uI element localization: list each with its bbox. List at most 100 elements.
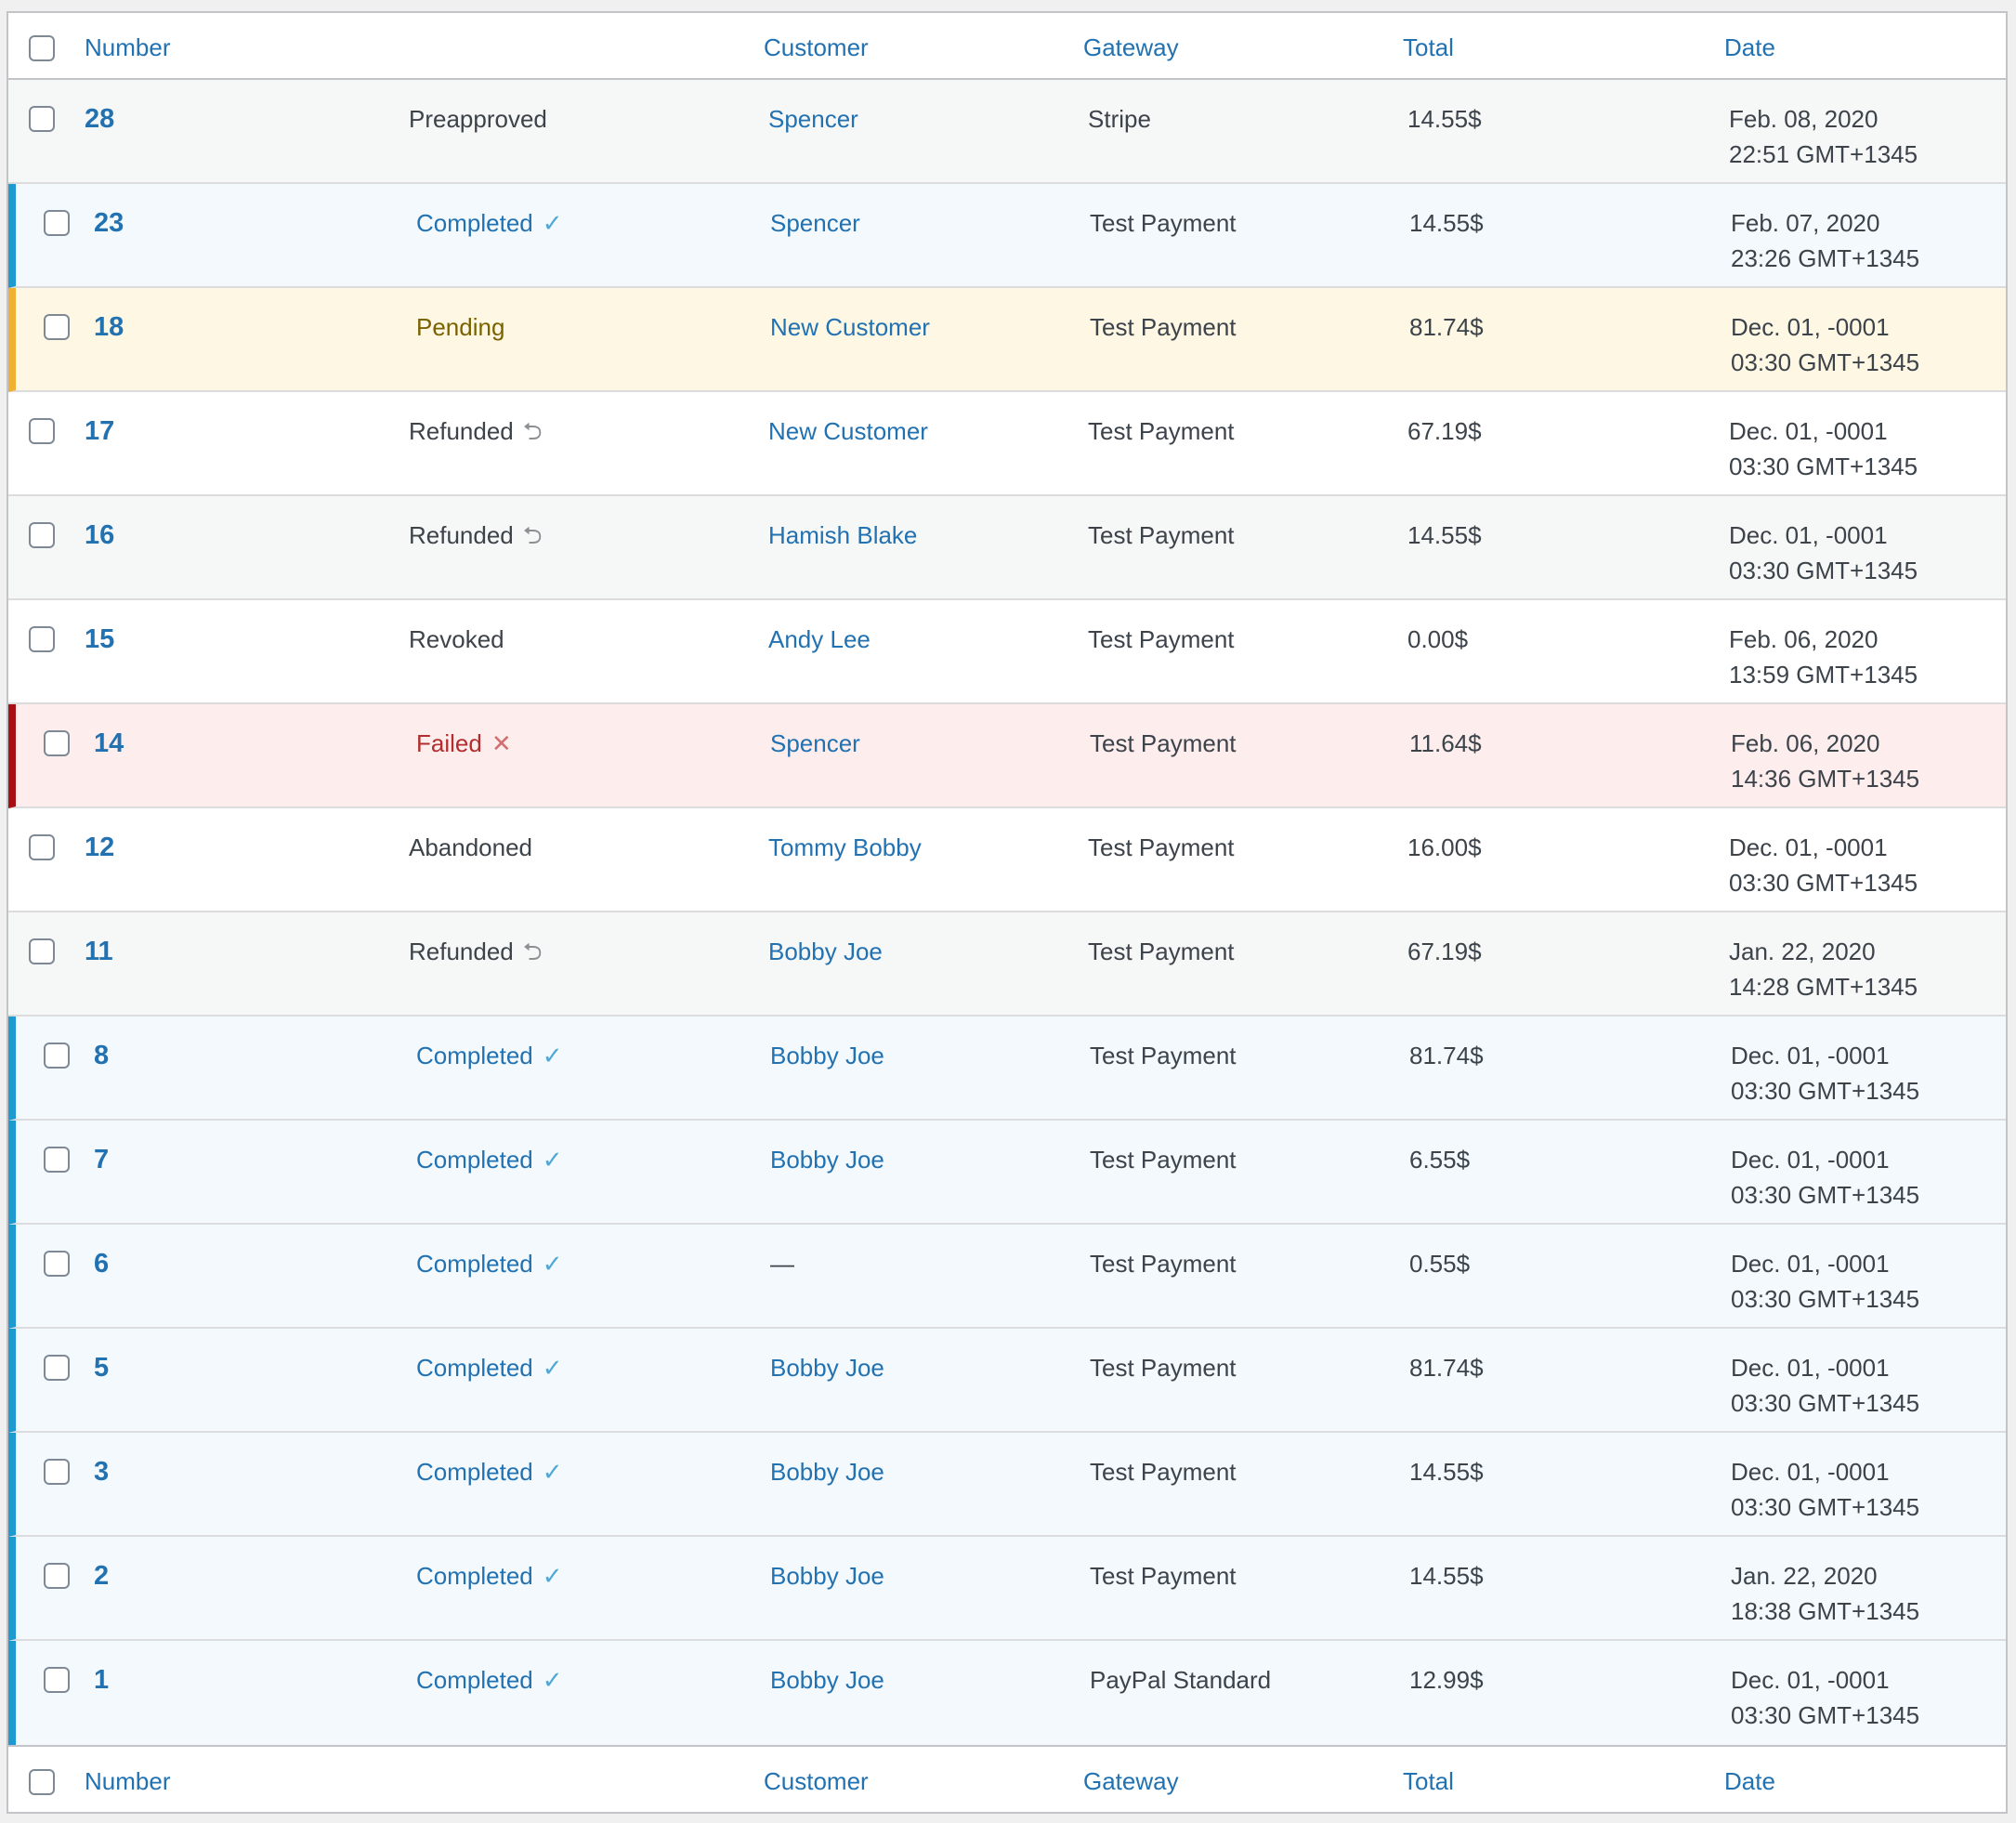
table-row: 11 Refunded ⮌ Bobby Joe Test Payment 67.1… (8, 912, 2006, 1016)
column-footer-total[interactable]: Total (1403, 1767, 1454, 1795)
gateway-label: Test Payment (1090, 209, 1237, 237)
table-row: 5 Completed ✓ Bobby Joe Test Payment 81.7… (8, 1329, 2006, 1433)
row-checkbox[interactable] (29, 938, 55, 964)
row-checkbox[interactable] (44, 210, 70, 236)
column-footer-gateway[interactable]: Gateway (1083, 1767, 1179, 1795)
customer-link[interactable]: Spencer (770, 209, 860, 237)
column-footer-customer[interactable]: Customer (764, 1767, 869, 1795)
customer-link[interactable]: Bobby Joe (770, 1354, 884, 1382)
customer-empty-dash: — (770, 1250, 794, 1278)
column-footer-date[interactable]: Date (1724, 1767, 1775, 1795)
table-row: 7 Completed ✓ Bobby Joe Test Payment 6.55… (8, 1121, 2006, 1225)
column-header-number[interactable]: Number (85, 33, 171, 61)
customer-link[interactable]: Bobby Joe (770, 1042, 884, 1069)
payment-number-link[interactable]: 1 (94, 1665, 110, 1695)
payment-number-link[interactable]: 11 (85, 937, 113, 966)
customer-link[interactable]: Spencer (768, 105, 858, 133)
row-checkbox[interactable] (44, 1355, 70, 1381)
select-all-checkbox[interactable] (29, 35, 55, 61)
undo-arrow-icon: ⮌ (522, 938, 543, 965)
row-checkbox[interactable] (44, 1147, 70, 1173)
customer-link[interactable]: Bobby Joe (770, 1146, 884, 1174)
row-checkbox[interactable] (44, 1251, 70, 1277)
row-checkbox[interactable] (44, 1563, 70, 1589)
payment-number-link[interactable]: 17 (85, 416, 115, 446)
column-footer-number[interactable]: Number (85, 1767, 171, 1795)
gateway-label: Test Payment (1090, 1458, 1237, 1486)
customer-link[interactable]: Bobby Joe (768, 938, 883, 965)
table-row: 12 Abandoned Tommy Bobby Test Payment 16… (8, 808, 2006, 912)
checkmark-icon: ✓ (542, 209, 563, 237)
checkmark-icon: ✓ (542, 1042, 563, 1069)
payment-number-link[interactable]: 12 (85, 833, 115, 862)
row-checkbox[interactable] (44, 314, 70, 340)
row-checkbox[interactable] (29, 626, 55, 652)
row-checkbox[interactable] (44, 1459, 70, 1485)
payment-number-link[interactable]: 7 (94, 1145, 110, 1174)
customer-link[interactable]: Andy Lee (768, 625, 871, 653)
customer-link[interactable]: Tommy Bobby (768, 833, 922, 861)
gateway-label: Test Payment (1088, 417, 1235, 445)
row-checkbox[interactable] (44, 730, 70, 756)
row-checkbox[interactable] (44, 1043, 70, 1069)
payment-number-link[interactable]: 14 (94, 728, 124, 758)
status-label: Completed ✓ (416, 205, 563, 241)
table-body: 28 Preapproved Spencer Stripe 14.55$ Feb… (8, 80, 2006, 1745)
customer-link[interactable]: Bobby Joe (770, 1666, 884, 1694)
undo-arrow-icon: ⮌ (522, 521, 543, 549)
payment-number-link[interactable]: 3 (94, 1457, 110, 1487)
undo-arrow-icon: ⮌ (522, 417, 543, 445)
customer-link[interactable]: Spencer (770, 729, 860, 757)
status-label: Completed ✓ (416, 1246, 563, 1281)
gateway-label: Test Payment (1088, 625, 1235, 653)
total-amount: 81.74$ (1409, 313, 1484, 341)
gateway-label: Test Payment (1090, 1042, 1237, 1069)
column-header-date[interactable]: Date (1724, 33, 1775, 61)
customer-link[interactable]: New Customer (770, 313, 930, 341)
payment-date: Dec. 01, -0001 03:30 GMT+1345 (1731, 1458, 1920, 1521)
total-amount: 11.64$ (1409, 729, 1482, 757)
row-checkbox[interactable] (29, 418, 55, 444)
payment-number-link[interactable]: 5 (94, 1353, 110, 1383)
gateway-label: Test Payment (1088, 521, 1235, 549)
table-row: 1 Completed ✓ Bobby Joe PayPal Standard 1… (8, 1641, 2006, 1745)
payment-number-link[interactable]: 8 (94, 1041, 110, 1070)
payment-number-link[interactable]: 6 (94, 1249, 110, 1279)
row-checkbox[interactable] (29, 834, 55, 860)
row-checkbox[interactable] (29, 106, 55, 132)
gateway-label: Test Payment (1088, 938, 1235, 965)
checkmark-icon: ✓ (542, 1354, 563, 1382)
status-label: Revoked (409, 625, 504, 653)
select-all-checkbox-footer[interactable] (29, 1769, 55, 1795)
gateway-label: PayPal Standard (1090, 1666, 1272, 1694)
checkmark-icon: ✓ (542, 1250, 563, 1278)
customer-link[interactable]: Bobby Joe (770, 1562, 884, 1590)
payment-number-link[interactable]: 15 (85, 624, 115, 654)
customer-link[interactable]: Hamish Blake (768, 521, 918, 549)
column-header-gateway[interactable]: Gateway (1083, 33, 1179, 61)
column-header-total[interactable]: Total (1403, 33, 1454, 61)
payment-number-link[interactable]: 16 (85, 520, 115, 550)
payment-number-link[interactable]: 18 (94, 312, 124, 342)
row-checkbox[interactable] (44, 1667, 70, 1693)
total-amount: 14.55$ (1409, 209, 1484, 237)
checkmark-icon: ✓ (542, 1458, 563, 1486)
customer-link[interactable]: New Customer (768, 417, 928, 445)
total-amount: 14.55$ (1409, 1458, 1484, 1486)
payment-number-link[interactable]: 28 (85, 104, 115, 134)
payment-number-link[interactable]: 2 (94, 1561, 110, 1591)
total-amount: 14.55$ (1407, 521, 1482, 549)
total-amount: 0.55$ (1409, 1250, 1471, 1278)
gateway-label: Test Payment (1090, 1250, 1237, 1278)
column-header-customer[interactable]: Customer (764, 33, 869, 61)
total-amount: 67.19$ (1407, 417, 1482, 445)
status-label: Completed ✓ (416, 1662, 563, 1698)
row-checkbox[interactable] (29, 522, 55, 548)
checkmark-icon: ✓ (542, 1146, 563, 1174)
customer-link[interactable]: Bobby Joe (770, 1458, 884, 1486)
total-amount: 16.00$ (1407, 833, 1482, 861)
status-label: Refunded ⮌ (409, 518, 543, 553)
payment-number-link[interactable]: 23 (94, 208, 124, 238)
status-label: Failed ✕ (416, 726, 512, 761)
gateway-label: Test Payment (1088, 833, 1235, 861)
